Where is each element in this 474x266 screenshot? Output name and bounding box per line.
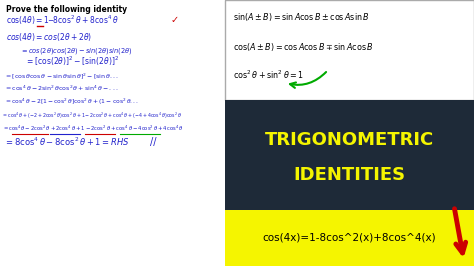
Bar [0,0,225,266]
Text: $\cos(A \pm B) = \cos A \cos B \mp \sin A \cos B$: $\cos(A \pm B) = \cos A \cos B \mp \sin … [233,41,374,53]
Bar [225,0,474,100]
Text: $\mathit{= cos(2\theta)cos(2\theta) - sin(2\theta)sin(2\theta)}$: $\mathit{= cos(2\theta)cos(2\theta) - si… [20,47,133,56]
Text: $\cos^2\theta + \sin^2\theta = 1$: $\cos^2\theta + \sin^2\theta = 1$ [233,69,304,81]
Text: cos(4x)=1-8cos^2(x)+8cos^4(x): cos(4x)=1-8cos^2(x)+8cos^4(x) [263,233,436,243]
Bar [225,100,474,210]
Text: $= [\cos(2\theta)]^2 - [\sin(2\theta)]^2$: $= [\cos(2\theta)]^2 - [\sin(2\theta)]^2… [25,55,119,68]
Text: $= \cos^4\theta - 2\sin^2\theta\cos^2\theta + \sin^4\theta - ...$: $= \cos^4\theta - 2\sin^2\theta\cos^2\th… [4,84,118,93]
Text: $= \cos^4\theta + (-2+2\cos^2\theta)\cos^2\theta + 1 - 2\cos^2\theta + \cos^4\th: $= \cos^4\theta + (-2+2\cos^2\theta)\cos… [2,111,182,121]
Text: $= [\cos\theta\cos\theta - \sin\theta\sin\theta]^2 - [\sin\theta...$: $= [\cos\theta\cos\theta - \sin\theta\si… [4,71,119,81]
Text: Prove the following identity: Prove the following identity [6,5,127,14]
Text: $= 8\cos^4\theta - 8\cos^2\theta + 1 = RHS$: $= 8\cos^4\theta - 8\cos^2\theta + 1 = R… [4,136,129,148]
Text: $= \cos^4\theta - 2\cos^2\theta + 2\cos^4\theta + 1 - 2\cos^2\theta + \cos^4\the: $= \cos^4\theta - 2\cos^2\theta + 2\cos^… [2,124,183,133]
Text: //: // [150,137,156,147]
Text: $\sin(A \pm B) = \sin A \cos B \pm \cos A \sin B$: $\sin(A \pm B) = \sin A \cos B \pm \cos … [233,11,370,23]
Text: $\checkmark$: $\checkmark$ [170,14,179,24]
Text: IDENTITIES: IDENTITIES [293,166,406,184]
Text: TRIGONOMETRIC: TRIGONOMETRIC [265,131,434,149]
Text: $= \cos^4\theta - 2[1-\cos^2\theta]\cos^2\theta + (1-\cos^2\theta...$: $= \cos^4\theta - 2[1-\cos^2\theta]\cos^… [4,97,139,107]
Text: $\cos(4\theta) = 1\!\!-\!\! 8\cos^2\theta + 8\cos^4\theta$: $\cos(4\theta) = 1\!\!-\!\! 8\cos^2\thet… [6,14,119,27]
Bar [225,210,474,266]
Text: $\mathit{cos(4\theta) = cos(2\theta + 2\theta)}$: $\mathit{cos(4\theta) = cos(2\theta + 2\… [6,31,92,43]
